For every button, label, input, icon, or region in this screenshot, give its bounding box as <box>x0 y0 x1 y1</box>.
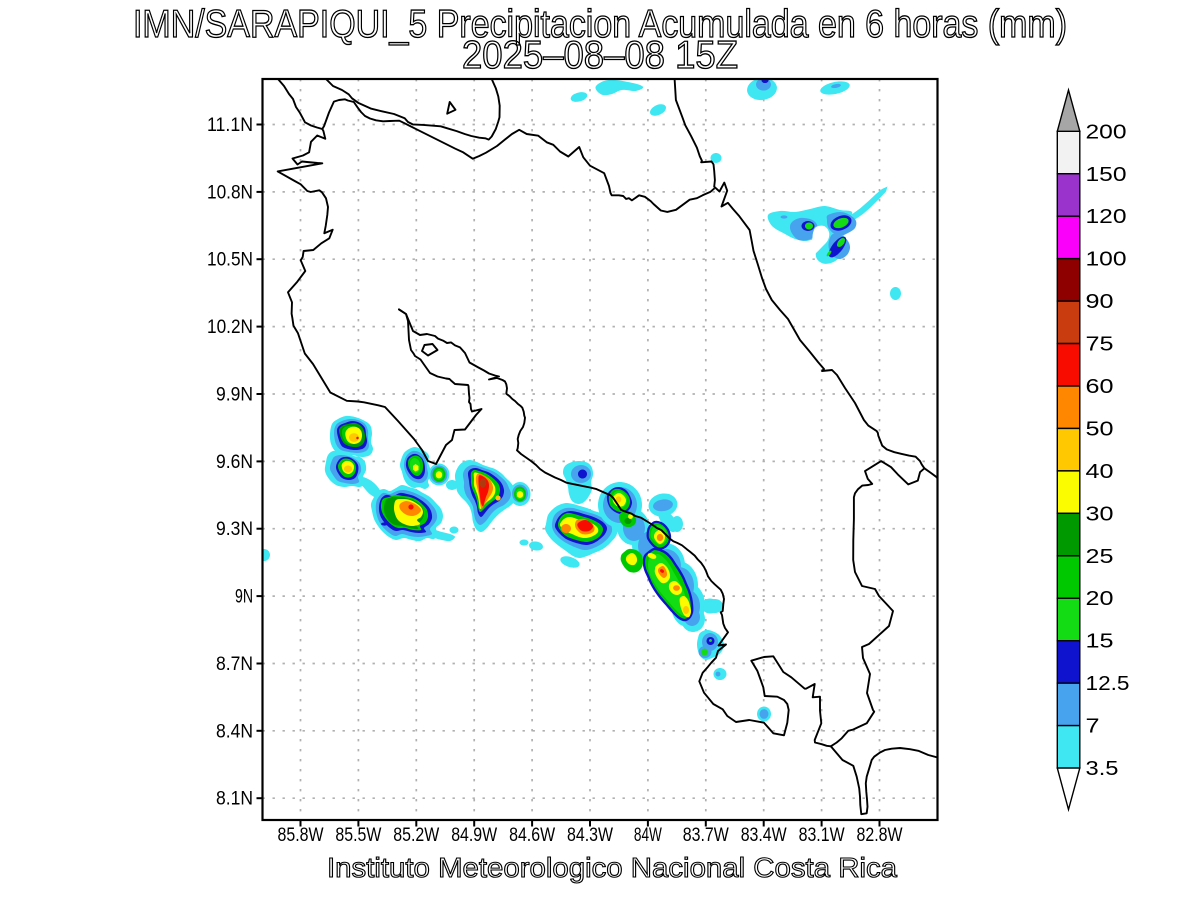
svg-text:10.5N: 10.5N <box>207 250 253 271</box>
svg-text:85.2W: 85.2W <box>393 825 439 846</box>
svg-text:83.7W: 83.7W <box>683 825 729 846</box>
svg-text:8.1N: 8.1N <box>216 789 253 810</box>
svg-text:11.1N: 11.1N <box>207 115 253 136</box>
svg-text:84W: 84W <box>634 825 662 846</box>
svg-text:8.7N: 8.7N <box>216 654 253 675</box>
svg-text:10.8N: 10.8N <box>207 182 253 203</box>
svg-text:60: 60 <box>1086 376 1114 398</box>
svg-text:3.5: 3.5 <box>1086 758 1119 780</box>
svg-text:50: 50 <box>1086 418 1114 440</box>
svg-text:25: 25 <box>1086 546 1114 568</box>
svg-text:85.5W: 85.5W <box>335 825 381 846</box>
svg-text:9.9N: 9.9N <box>216 385 253 406</box>
svg-text:40: 40 <box>1086 461 1114 483</box>
svg-text:20: 20 <box>1086 588 1114 610</box>
svg-text:120: 120 <box>1086 206 1127 228</box>
svg-text:75: 75 <box>1086 334 1114 356</box>
svg-text:200: 200 <box>1086 121 1127 143</box>
svg-text:150: 150 <box>1086 164 1127 186</box>
svg-text:IMN/SARAPIQUI_5 Precipitacion: IMN/SARAPIQUI_5 Precipitacion Acumulada … <box>133 3 1067 46</box>
svg-text:9.6N: 9.6N <box>216 452 253 473</box>
svg-text:10.2N: 10.2N <box>207 317 253 338</box>
svg-text:8.4N: 8.4N <box>216 721 253 742</box>
svg-text:90: 90 <box>1086 291 1114 313</box>
svg-text:84.9W: 84.9W <box>451 825 497 846</box>
svg-text:15: 15 <box>1086 631 1114 653</box>
svg-text:Instituto Meteorologico Nacion: Instituto Meteorologico Nacional Costa R… <box>327 852 897 883</box>
svg-text:9N: 9N <box>235 587 253 608</box>
svg-text:82.8W: 82.8W <box>857 825 903 846</box>
svg-text:100: 100 <box>1086 249 1127 271</box>
svg-text:30: 30 <box>1086 503 1114 525</box>
svg-text:9.3N: 9.3N <box>216 519 253 540</box>
svg-text:84.3W: 84.3W <box>567 825 613 846</box>
svg-text:84.6W: 84.6W <box>509 825 555 846</box>
svg-text:2025–08–08 15Z: 2025–08–08 15Z <box>462 34 738 77</box>
svg-text:12.5: 12.5 <box>1086 673 1130 695</box>
svg-text:7: 7 <box>1086 716 1100 738</box>
svg-text:83.1W: 83.1W <box>799 825 845 846</box>
svg-text:85.8W: 85.8W <box>278 825 324 846</box>
svg-text:83.4W: 83.4W <box>741 825 787 846</box>
